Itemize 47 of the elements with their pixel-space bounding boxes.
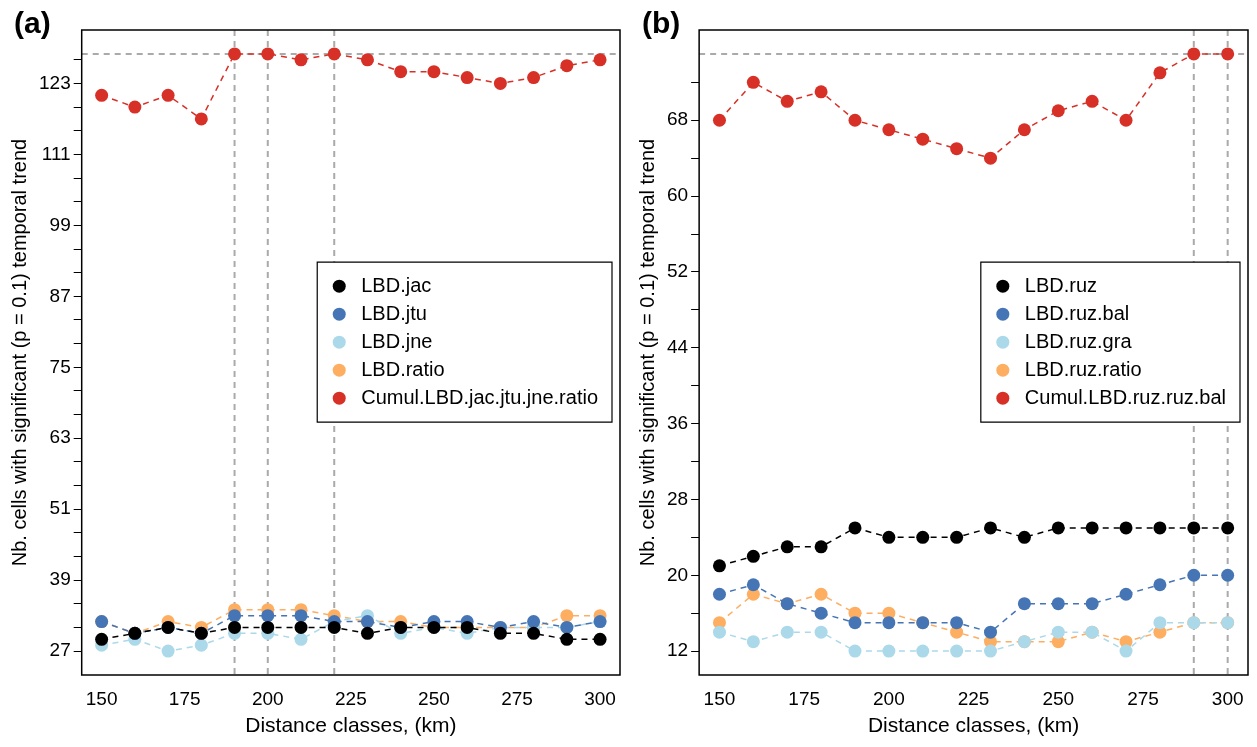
legend-label: LBD.ruz.gra: [1024, 329, 1133, 352]
x-tick-label: 150: [85, 687, 118, 709]
legend-label: LBD.jac: [361, 273, 432, 296]
legend-label: Cumul.LBD.jac.jtu.jne.ratio: [361, 385, 599, 408]
x-tick-label: 200: [873, 687, 905, 709]
y-tick-label: 36: [666, 411, 689, 433]
legend-label: LBD.jne: [361, 329, 433, 352]
y-tick-label: 27: [49, 639, 71, 661]
y-tick-label: 12: [666, 639, 689, 661]
x-tick-label: 150: [703, 687, 736, 709]
y-tick-label: 111: [41, 142, 71, 164]
y-tick-label: 123: [39, 71, 71, 93]
x-tick-label: 300: [584, 687, 616, 709]
legend-label: LBD.ratio: [361, 357, 445, 380]
x-tick-label: 225: [335, 687, 367, 709]
y-axis-title: Nb. cells with significant (p = 0.1) temporal trend: [635, 138, 658, 567]
x-tick-label: 175: [788, 687, 821, 709]
x-tick-label: 200: [251, 687, 284, 709]
x-axis-title: Distance classes, (km): [867, 713, 1080, 737]
x-tick-label: 225: [957, 687, 990, 709]
y-tick-label: 60: [666, 184, 689, 206]
y-tick-label: 75: [49, 355, 71, 377]
x-tick-label: 250: [1042, 687, 1075, 709]
y-tick-label: 44: [666, 335, 689, 357]
chart-title: (b): [642, 6, 681, 40]
x-tick-label: 275: [501, 687, 533, 709]
legend-label: Cumul.LBD.ruz.ruz.bal: [1024, 385, 1227, 408]
x-tick-label: 175: [168, 687, 201, 709]
y-tick-label: 28: [666, 487, 689, 509]
y-tick-label: 51: [49, 497, 71, 519]
legend-label: LBD.ruz: [1024, 273, 1098, 296]
legend-label: LBD.ruz.bal: [1024, 301, 1130, 324]
y-axis-title: Nb. cells with significant (p = 0.1) temporal trend: [7, 138, 30, 567]
x-axis-title: Distance classes, (km): [245, 713, 457, 737]
y-tick-label: 68: [666, 108, 689, 130]
y-tick-label: 99: [49, 213, 71, 235]
x-tick-label: 300: [1211, 687, 1244, 709]
x-tick-label: 275: [1127, 687, 1159, 709]
x-tick-label: 250: [418, 687, 450, 709]
legend-label: LBD.jtu: [361, 301, 427, 324]
legend-label: LBD.ruz.ratio: [1024, 357, 1142, 380]
y-tick-label: 63: [49, 426, 71, 448]
y-tick-label: 39: [49, 568, 71, 590]
y-tick-label: 52: [666, 260, 689, 282]
y-tick-label: 87: [49, 284, 71, 306]
chart-title: (a): [14, 6, 51, 40]
y-tick-label: 20: [666, 563, 689, 585]
